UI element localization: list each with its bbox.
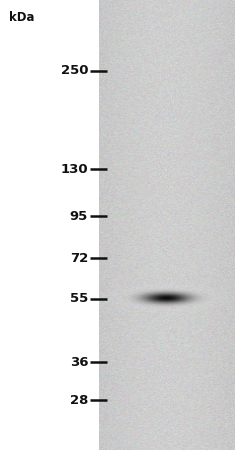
- Text: 28: 28: [70, 394, 88, 407]
- Bar: [0, 0, 99, 450]
- Text: 72: 72: [70, 252, 88, 265]
- Text: 250: 250: [61, 64, 88, 77]
- Bar: [99, 0, 235, 450]
- Text: 36: 36: [70, 356, 88, 369]
- Text: 95: 95: [70, 210, 88, 223]
- Text: 130: 130: [60, 163, 88, 176]
- Text: kDa: kDa: [9, 11, 35, 24]
- Text: 55: 55: [70, 292, 88, 305]
